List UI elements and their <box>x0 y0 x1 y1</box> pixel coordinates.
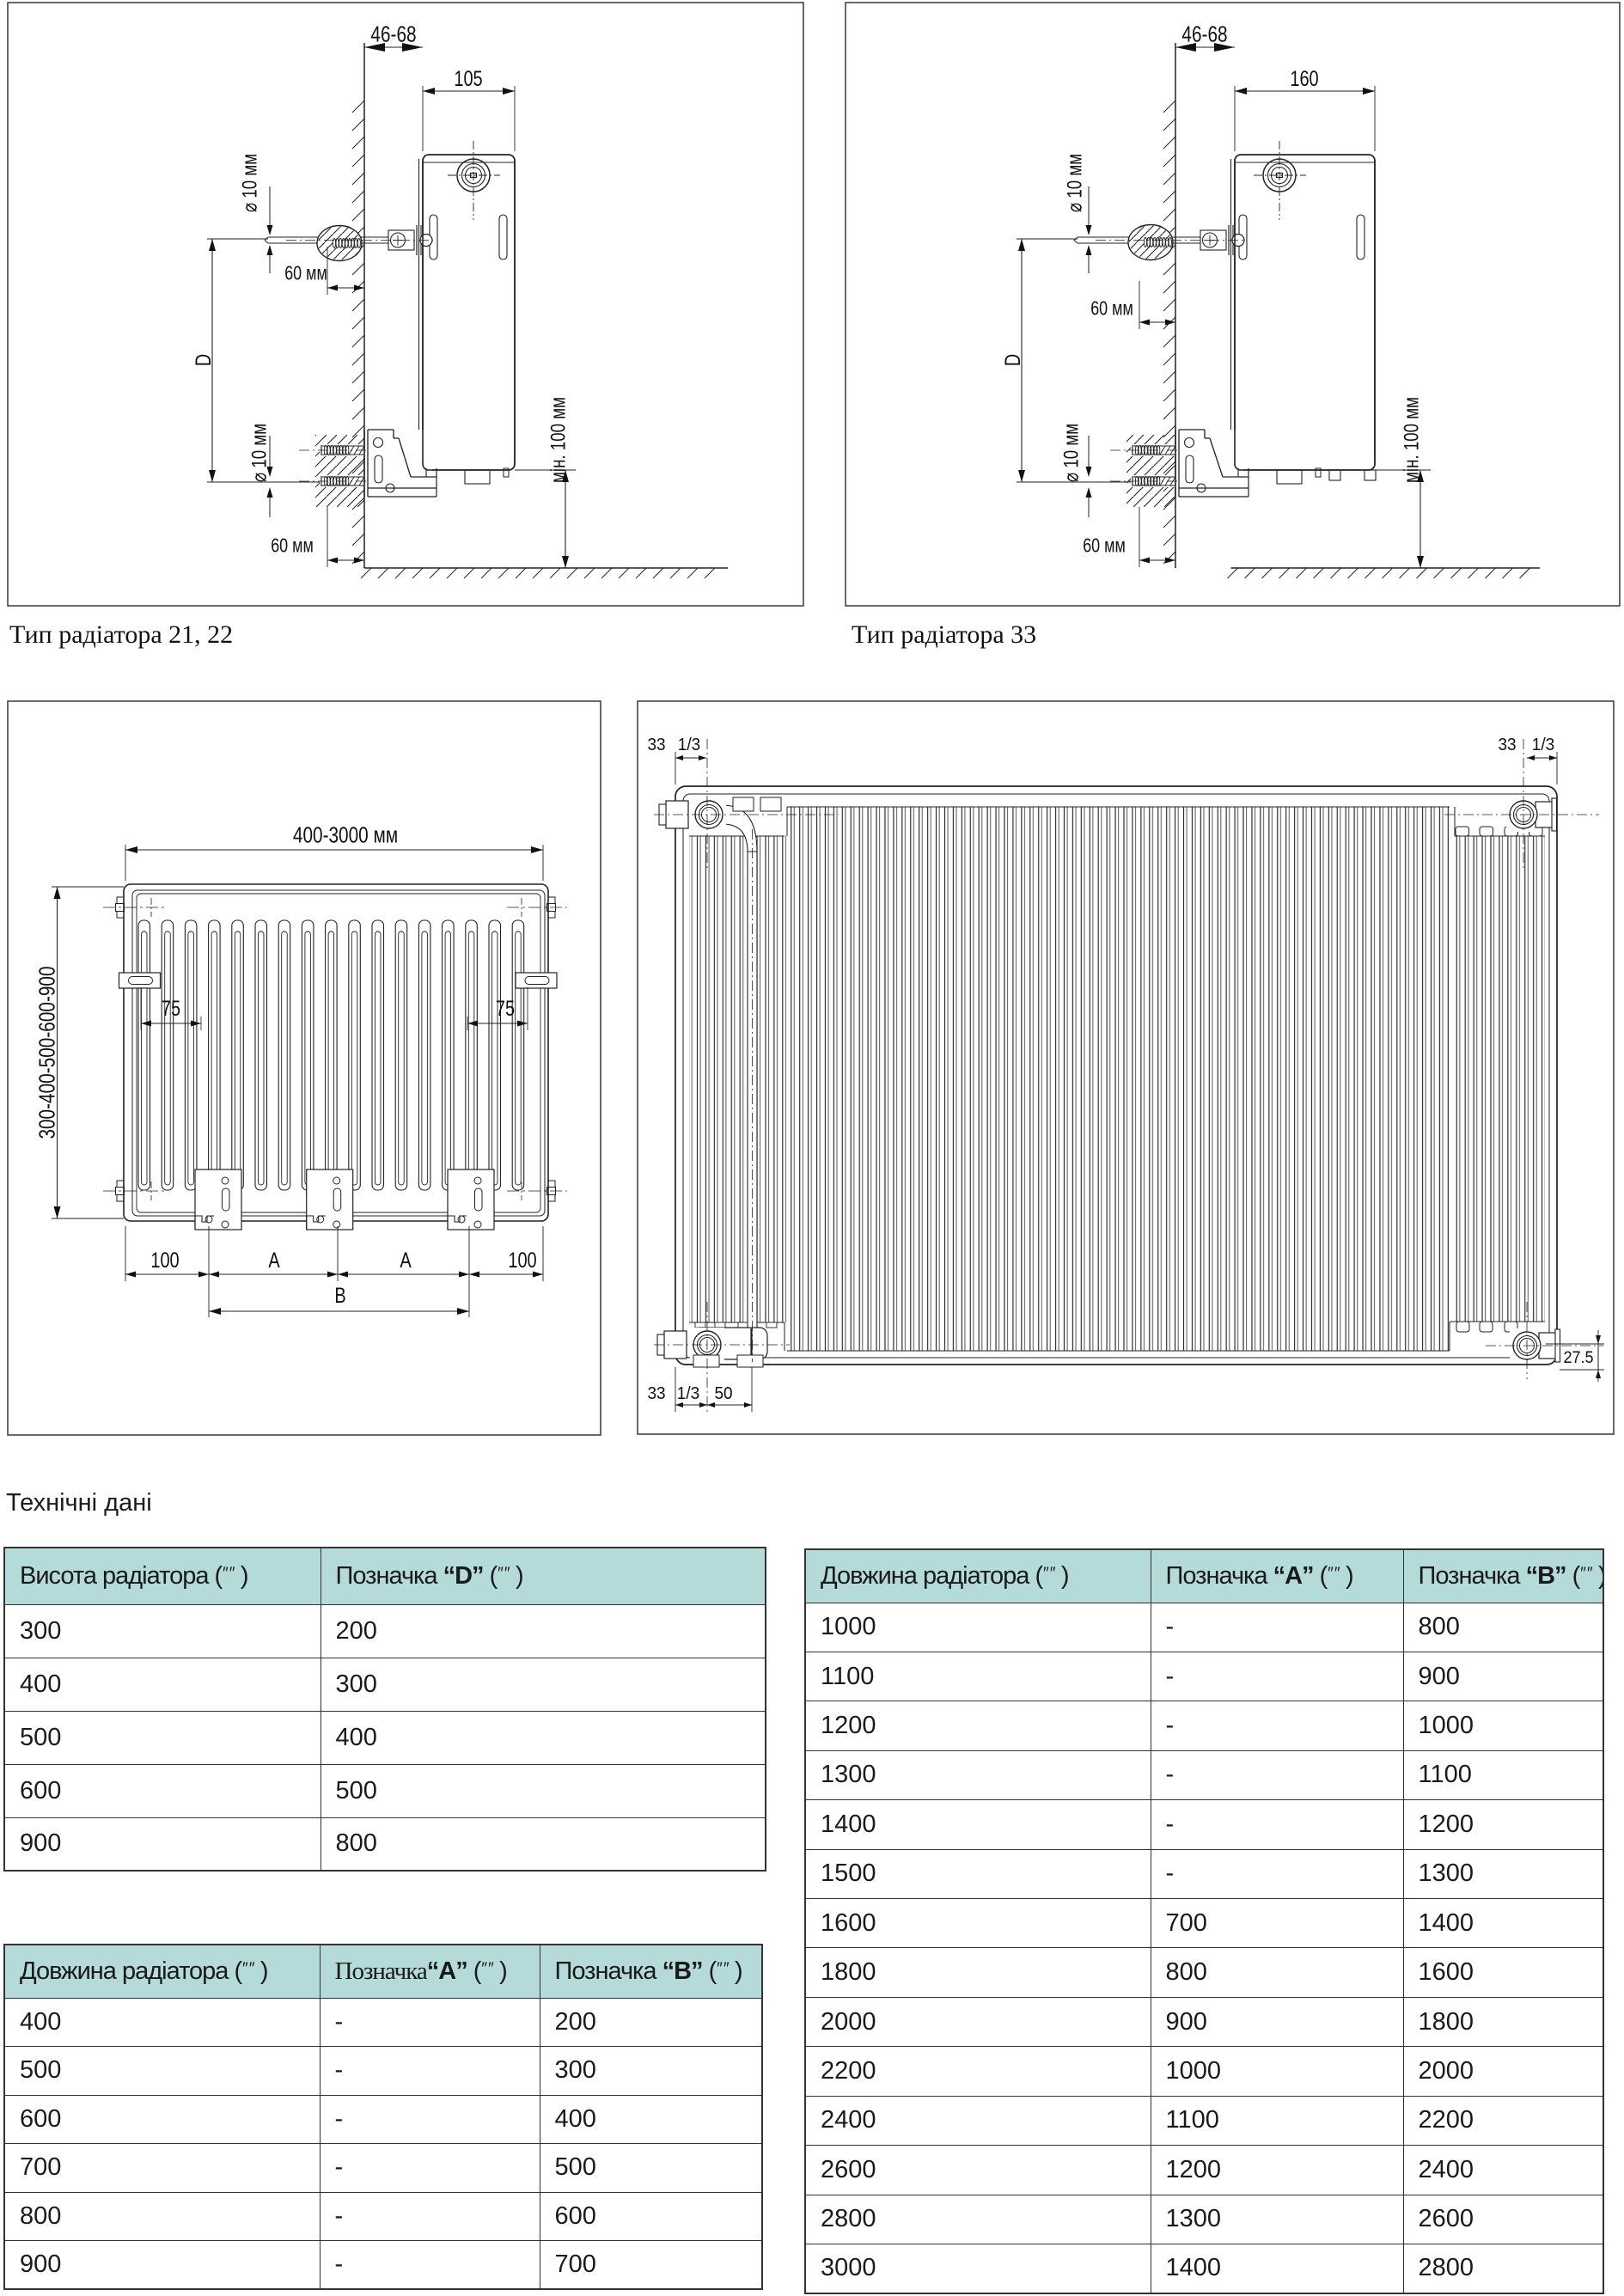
svg-text:1/3: 1/3 <box>1532 736 1554 755</box>
svg-text:60 мм: 60 мм <box>284 262 327 284</box>
svg-text:100: 100 <box>150 1249 179 1273</box>
svg-text:100: 100 <box>508 1249 536 1273</box>
svg-text:46-68: 46-68 <box>1181 21 1227 46</box>
svg-text:мін. 100 мм: мін. 100 мм <box>1400 397 1423 483</box>
svg-text:60 мм: 60 мм <box>1090 297 1133 320</box>
svg-text:105: 105 <box>454 67 482 91</box>
svg-text:⌀ 10 мм: ⌀ 10 мм <box>247 424 271 482</box>
svg-text:75: 75 <box>162 997 180 1021</box>
svg-text:A: A <box>400 1249 412 1273</box>
svg-text:мін. 100 мм: мін. 100 мм <box>546 397 570 483</box>
svg-text:D: D <box>1001 354 1025 366</box>
svg-text:A: A <box>268 1249 280 1273</box>
svg-text:33: 33 <box>1498 736 1516 755</box>
svg-text:⌀ 10 мм: ⌀ 10 мм <box>238 154 261 212</box>
svg-text:27.5: 27.5 <box>1563 1347 1593 1366</box>
svg-text:33: 33 <box>647 736 665 755</box>
svg-text:⌀ 10 мм: ⌀ 10 мм <box>1063 154 1086 212</box>
svg-text:160: 160 <box>1290 67 1318 91</box>
svg-text:1/3: 1/3 <box>677 1384 699 1404</box>
svg-text:300-400-500-600-900: 300-400-500-600-900 <box>34 966 59 1139</box>
svg-text:B: B <box>334 1284 345 1308</box>
svg-text:33: 33 <box>647 1384 665 1404</box>
svg-text:75: 75 <box>496 997 515 1021</box>
svg-text:60 мм: 60 мм <box>271 534 314 557</box>
svg-text:1/3: 1/3 <box>678 736 700 755</box>
svg-text:50: 50 <box>714 1384 732 1404</box>
svg-text:60 мм: 60 мм <box>1083 534 1126 557</box>
svg-text:400-3000 мм: 400-3000 мм <box>293 822 398 847</box>
svg-text:46-68: 46-68 <box>370 21 416 46</box>
svg-text:D: D <box>192 354 216 366</box>
svg-text:⌀ 10 мм: ⌀ 10 мм <box>1059 424 1083 482</box>
